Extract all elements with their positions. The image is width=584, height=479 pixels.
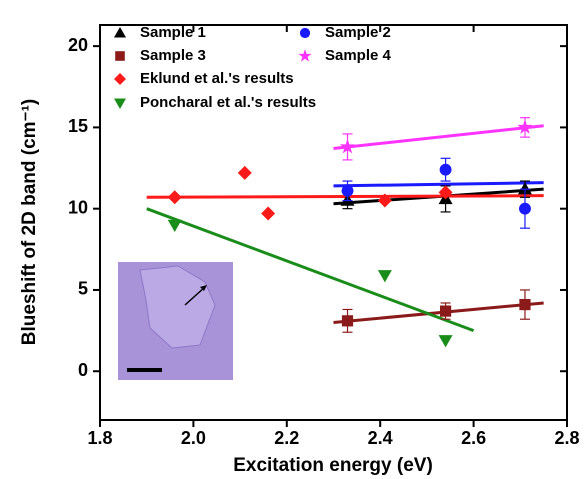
point bbox=[519, 298, 531, 311]
y-tick-label: 10 bbox=[68, 197, 88, 217]
legend-marker bbox=[299, 27, 311, 39]
x-axis-label: Excitation energy (eV) bbox=[233, 455, 433, 476]
point bbox=[339, 138, 356, 154]
point bbox=[237, 165, 252, 180]
legend-marker bbox=[115, 51, 125, 61]
inset-flake bbox=[139, 265, 216, 349]
fit-line bbox=[146, 207, 475, 333]
inset-arrow bbox=[184, 286, 206, 306]
point bbox=[341, 315, 354, 327]
point bbox=[377, 270, 392, 283]
x-tick-label: 2.8 bbox=[554, 428, 579, 448]
point bbox=[261, 206, 276, 221]
point bbox=[341, 184, 354, 197]
fit-line bbox=[333, 181, 544, 188]
point bbox=[439, 305, 452, 317]
y-tick-label: 0 bbox=[78, 360, 88, 380]
legend-marker bbox=[298, 49, 312, 62]
y-tick-label: 20 bbox=[68, 35, 88, 55]
y-tick-label: 5 bbox=[78, 279, 88, 299]
legend-label: Poncharal et al.'s results bbox=[140, 94, 316, 111]
y-axis-label: Blueshift of 2D band (cm⁻¹) bbox=[19, 99, 40, 345]
point bbox=[439, 163, 452, 176]
point bbox=[517, 119, 533, 134]
plot-frame bbox=[99, 24, 568, 421]
point bbox=[167, 190, 182, 205]
legend-label: Sample 1 bbox=[140, 24, 206, 41]
point bbox=[438, 185, 453, 200]
inset bbox=[118, 262, 233, 380]
x-tick-label: 2.4 bbox=[368, 428, 393, 448]
point bbox=[377, 193, 392, 208]
inset-arrowhead bbox=[200, 285, 207, 291]
fit-line bbox=[333, 124, 544, 151]
point bbox=[438, 335, 453, 348]
point bbox=[167, 219, 182, 232]
legend-label: Sample 3 bbox=[140, 47, 206, 64]
x-tick-label: 2.6 bbox=[461, 428, 486, 448]
legend-marker bbox=[114, 98, 126, 109]
point bbox=[517, 182, 532, 195]
legend-label: Sample 2 bbox=[325, 24, 391, 41]
x-tick-label: 1.8 bbox=[87, 428, 112, 448]
legend-label: Sample 4 bbox=[325, 47, 392, 64]
fit-line bbox=[146, 194, 544, 199]
x-tick-label: 2.2 bbox=[274, 428, 299, 448]
point bbox=[519, 202, 531, 215]
legend-marker bbox=[114, 73, 126, 85]
fit-line bbox=[333, 301, 544, 324]
x-tick-label: 2.0 bbox=[181, 428, 206, 448]
legend-marker bbox=[114, 27, 126, 38]
y-tick-label: 15 bbox=[68, 116, 88, 136]
legend-label: Eklund et al.'s results bbox=[140, 70, 294, 87]
